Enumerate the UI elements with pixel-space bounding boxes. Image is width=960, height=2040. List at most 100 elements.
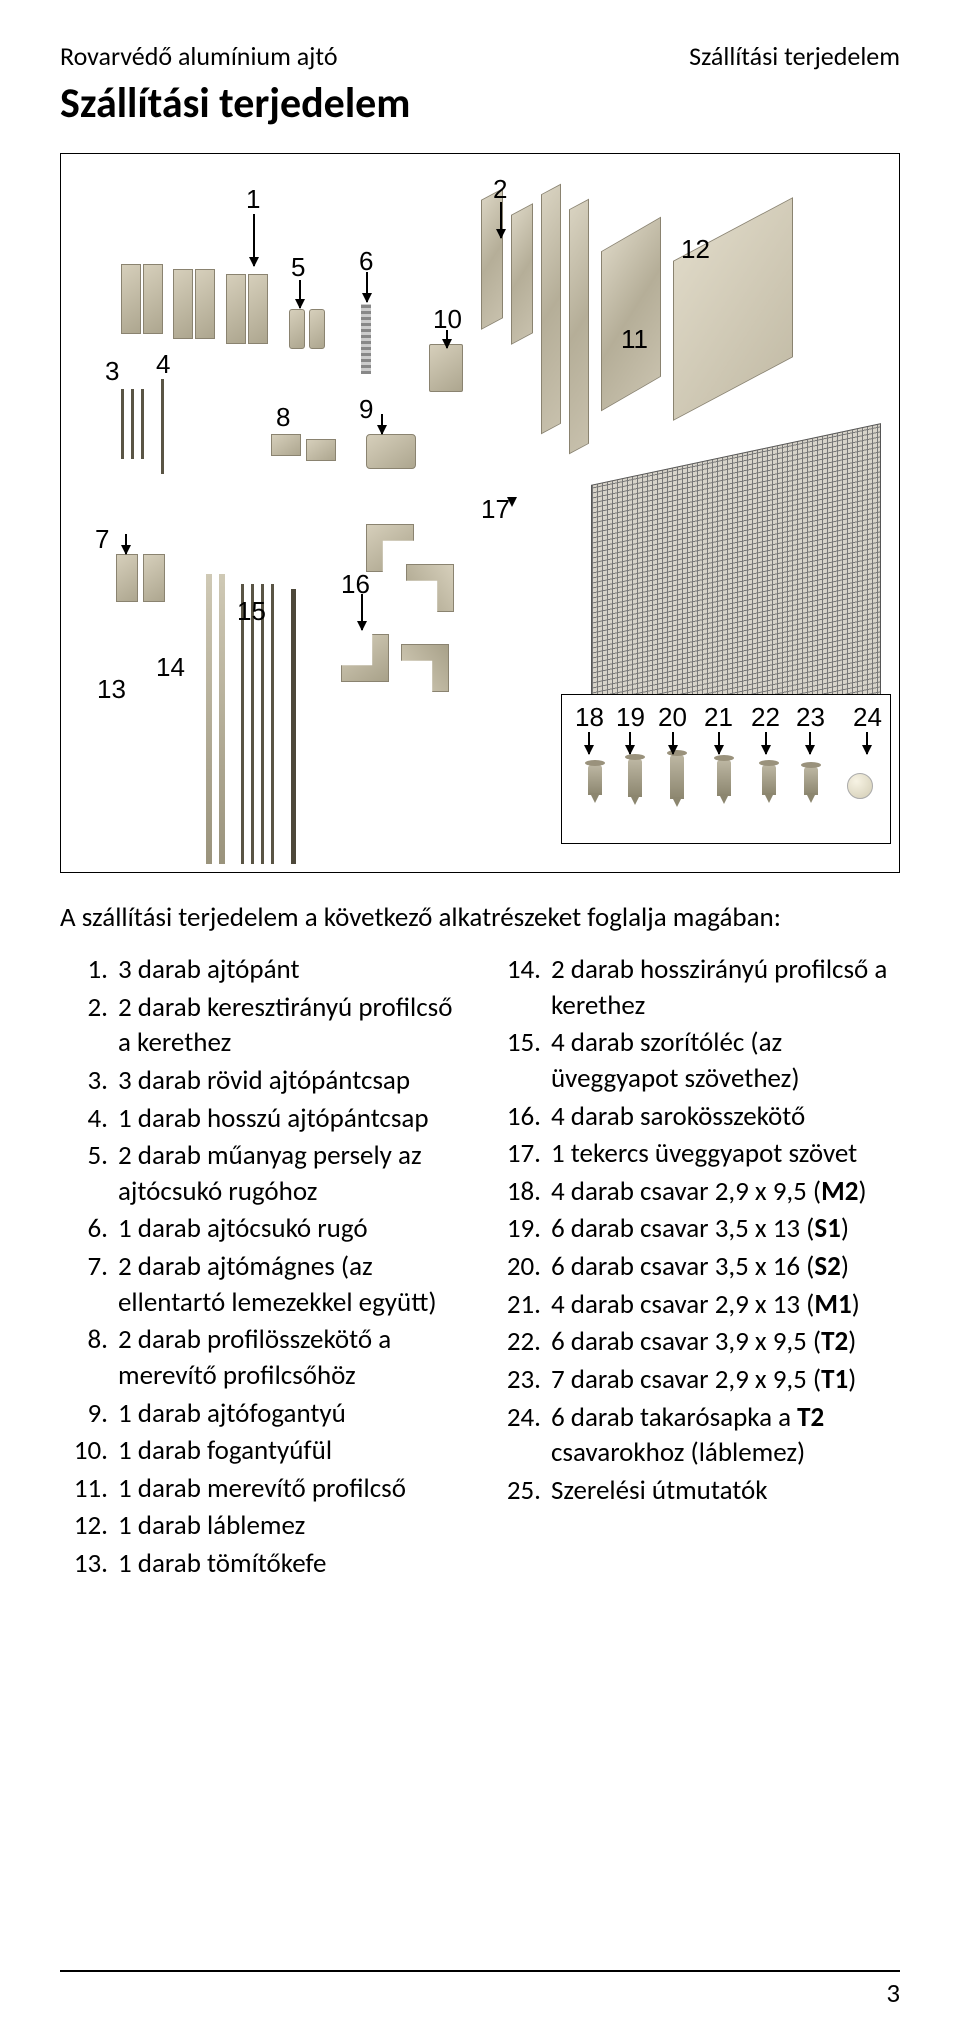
item-number: 15. <box>493 1025 541 1061</box>
parts-list-item: 5. 2 darab műanyag persely az ajtócsukó r… <box>60 1138 467 1209</box>
item-text: 2 darab hosszirányú profilcső a kerethez <box>551 953 887 1022</box>
item-text: 1 darab ajtócsukó rugó <box>118 1212 368 1245</box>
item-number: 2. <box>60 990 108 1026</box>
running-header: Rovarvédő alumínium ajtó Szállítási terj… <box>60 40 900 72</box>
item-number: 21. <box>493 1287 541 1323</box>
item-text: 6 darab csavar 3,5 x 16 (S2) <box>551 1250 849 1283</box>
parts-list-item: 1. 3 darab ajtópánt <box>60 952 467 988</box>
item-text: 3 darab ajtópánt <box>118 953 300 986</box>
parts-list-item: 9. 1 darab ajtófogantyú <box>60 1396 467 1432</box>
parts-list-item: 24. 6 darab takarósapka a T2 csavarokhoz … <box>493 1400 900 1471</box>
item-number: 20. <box>493 1249 541 1285</box>
diagram-label-20: 20 <box>658 702 687 733</box>
intro-text: A szállítási terjedelem a következő alka… <box>60 901 900 934</box>
parts-list-item: 14.2 darab hosszirányú profilcső a keret… <box>493 952 900 1023</box>
item-number: 13. <box>60 1546 108 1582</box>
item-text: 2 darab ajtómágnes (az ellentartó lemeze… <box>118 1250 437 1319</box>
diagram-label-14: 14 <box>156 652 185 683</box>
item-number: 12. <box>60 1508 108 1544</box>
item-number: 9. <box>60 1396 108 1432</box>
item-number: 6. <box>60 1211 108 1247</box>
diagram-label-23: 23 <box>796 702 825 733</box>
item-text: Szerelési útmutatók <box>551 1474 768 1507</box>
item-text: 6 darab csavar 3,9 x 9,5 (T2) <box>551 1325 856 1358</box>
item-text: 1 darab merevítő profilcső <box>118 1472 406 1505</box>
diagram-label-19: 19 <box>616 702 645 733</box>
diagram-label-15: 15 <box>237 596 266 627</box>
page-title: Szállítási terjedelem <box>60 78 900 129</box>
item-text: 2 darab műanyag persely az ajtócsukó rug… <box>118 1139 422 1208</box>
header-left: Rovarvédő alumínium ajtó <box>60 40 338 72</box>
diagram-label-16: 16 <box>341 569 370 600</box>
item-number: 3. <box>60 1063 108 1099</box>
item-number: 10. <box>60 1433 108 1469</box>
item-text: 3 darab rövid ajtópántcsap <box>118 1064 410 1097</box>
parts-list-item: 16.4 darab sarokösszekötő <box>493 1099 900 1135</box>
item-text: 1 darab fogantyúfül <box>118 1434 332 1467</box>
item-number: 7. <box>60 1249 108 1285</box>
item-text: 1 tekercs üveggyapot szövet <box>551 1137 857 1170</box>
parts-list-item: 22. 6 darab csavar 3,9 x 9,5 (T2) <box>493 1324 900 1360</box>
item-text: 4 darab csavar 2,9 x 9,5 (M2) <box>551 1175 867 1208</box>
item-text: 4 darab csavar 2,9 x 13 (M1) <box>551 1288 860 1321</box>
item-number: 17. <box>493 1136 541 1172</box>
item-text: 1 darab tömítőkefe <box>118 1547 326 1580</box>
item-text: 2 darab keresztirányú profilcső a kereth… <box>118 991 452 1060</box>
page-number: 3 <box>886 1977 900 2010</box>
footer-rule <box>60 1970 900 1972</box>
parts-list-item: 18. 4 darab csavar 2,9 x 9,5 (M2) <box>493 1174 900 1210</box>
item-number: 24. <box>493 1400 541 1436</box>
parts-list-right: 14.2 darab hosszirányú profilcső a keret… <box>493 952 900 1508</box>
diagram-label-9: 9 <box>359 394 373 425</box>
parts-list-item: 12.1 darab láblemez <box>60 1508 467 1544</box>
parts-list-item: 21. 4 darab csavar 2,9 x 13 (M1) <box>493 1287 900 1323</box>
diagram-label-18: 18 <box>575 702 604 733</box>
diagram-label-21: 21 <box>704 702 733 733</box>
item-text: 4 darab szorítóléc (az üveggyapot szövet… <box>551 1026 800 1095</box>
item-text: 6 darab takarósapka a T2 csavarokhoz (lá… <box>551 1401 824 1470</box>
item-number: 5. <box>60 1138 108 1174</box>
parts-list-item: 20. 6 darab csavar 3,5 x 16 (S2) <box>493 1249 900 1285</box>
item-number: 22. <box>493 1324 541 1360</box>
diagram-label-3: 3 <box>105 356 119 387</box>
item-text: 1 darab hosszú ajtópántcsap <box>118 1102 429 1135</box>
parts-list-item: 4. 1 darab hosszú ajtópántcsap <box>60 1101 467 1137</box>
item-number: 25. <box>493 1473 541 1509</box>
parts-list-item: 8. 2 darab profilösszekötő a merevítő pro… <box>60 1322 467 1393</box>
item-number: 23. <box>493 1362 541 1398</box>
item-number: 8. <box>60 1322 108 1358</box>
parts-list-item: 11. 1 darab merevítő profilcső <box>60 1471 467 1507</box>
item-text: 4 darab sarokösszekötő <box>551 1100 805 1133</box>
diagram-label-2: 2 <box>493 174 507 205</box>
diagram-label-24: 24 <box>853 702 882 733</box>
parts-list-item: 6. 1 darab ajtócsukó rugó <box>60 1211 467 1247</box>
header-right: Szállítási terjedelem <box>689 40 900 72</box>
item-text: 7 darab csavar 2,9 x 9,5 (T1) <box>551 1363 856 1396</box>
item-text: 2 darab profilösszekötő a merevítő profi… <box>118 1323 391 1392</box>
parts-list-left: 1. 3 darab ajtópánt 2. 2 darab keresztirány… <box>60 952 467 1582</box>
parts-list-item: 2. 2 darab keresztirányú profilcső a kere… <box>60 990 467 1061</box>
parts-list-item: 3. 3 darab rövid ajtópántcsap <box>60 1063 467 1099</box>
diagram-label-17: 17 <box>481 494 510 525</box>
parts-list-item: 19. 6 darab csavar 3,5 x 13 (S1) <box>493 1211 900 1247</box>
item-text: 6 darab csavar 3,5 x 13 (S1) <box>551 1212 849 1245</box>
item-number: 4. <box>60 1101 108 1137</box>
parts-list-item: 25. Szerelési útmutatók <box>493 1473 900 1509</box>
parts-list-item: 7. 2 darab ajtómágnes (az ellentartó leme… <box>60 1249 467 1320</box>
diagram-label-1: 1 <box>246 184 260 215</box>
parts-list-item: 17. 1 tekercs üveggyapot szövet <box>493 1136 900 1172</box>
diagram-label-4: 4 <box>156 349 170 380</box>
diagram-label-7: 7 <box>95 524 109 555</box>
item-text: 1 darab ajtófogantyú <box>118 1397 346 1430</box>
parts-list-item: 15. 4 darab szorítóléc (az üveggyapot szö… <box>493 1025 900 1096</box>
parts-list-item: 13. 1 darab tömítőkefe <box>60 1546 467 1582</box>
diagram-label-11: 11 <box>621 324 648 355</box>
item-number: 1. <box>60 952 108 988</box>
diagram-label-13: 13 <box>97 674 126 705</box>
diagram-label-12: 12 <box>681 234 710 265</box>
item-number: 11. <box>60 1471 108 1507</box>
item-number: 19. <box>493 1211 541 1247</box>
diagram-label-5: 5 <box>291 252 305 283</box>
item-number: 18. <box>493 1174 541 1210</box>
parts-list-item: 23. 7 darab csavar 2,9 x 9,5 (T1) <box>493 1362 900 1398</box>
